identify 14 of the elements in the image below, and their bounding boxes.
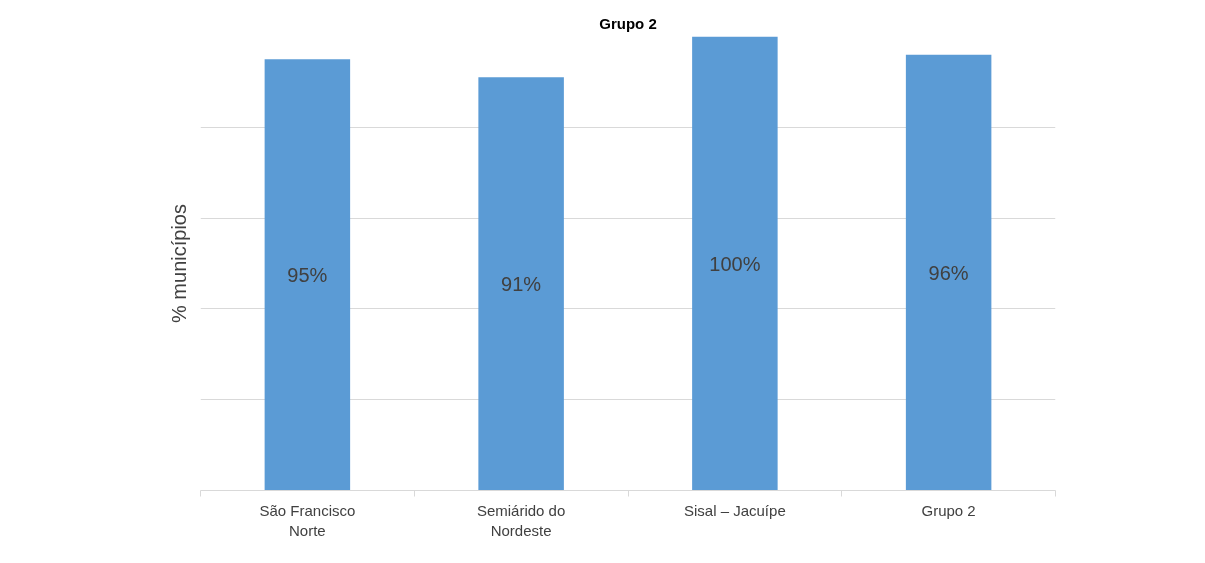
x-tick-label: Semiárido do Nordeste [476,501,566,539]
x-tick-label: Sisal – Jacuípe [684,501,786,519]
bar [905,54,992,491]
chart-title: Grupo 2 [599,14,657,32]
bar [478,77,564,491]
bar [264,59,351,491]
bar [692,36,778,491]
data-label: 91% [501,272,542,295]
x-tick-label: São Francisco Norte [259,501,356,539]
data-label: 96% [928,261,969,284]
data-label: 95% [287,263,328,286]
data-label: 100% [709,252,761,275]
x-tick-label: Grupo 2 [921,501,976,519]
y-axis-title: % municípios [167,204,190,323]
